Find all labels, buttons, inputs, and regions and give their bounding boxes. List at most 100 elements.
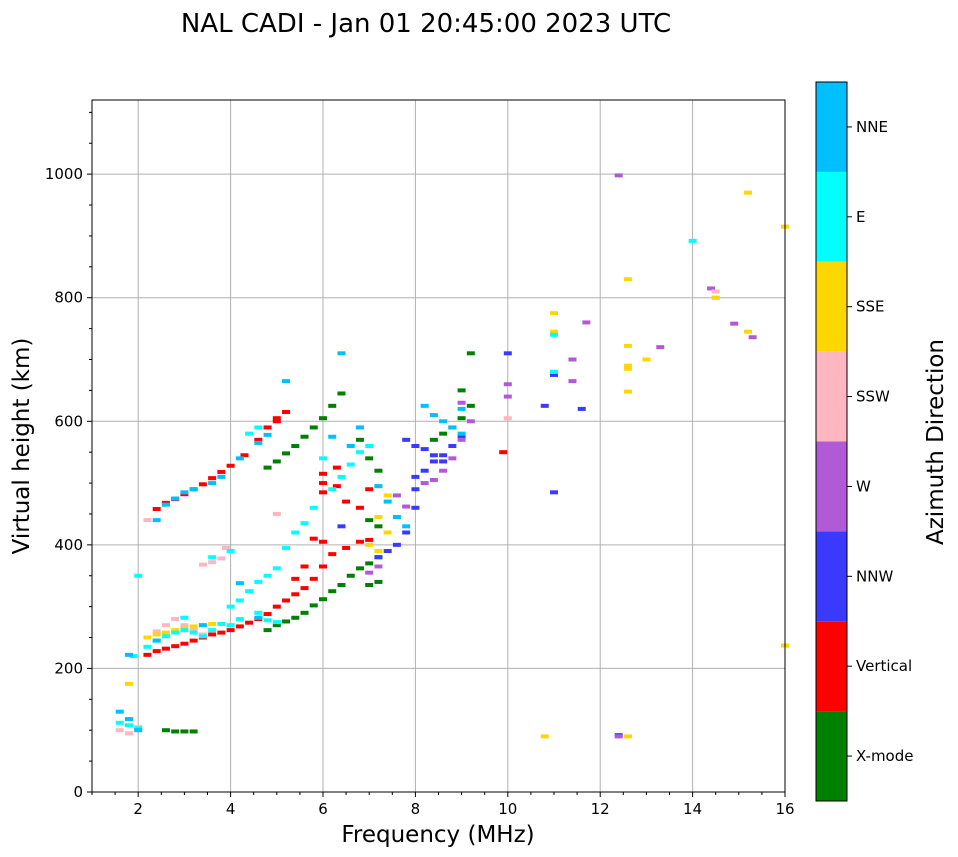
colorbar-frame [815, 81, 848, 802]
data-point-ssw [221, 545, 230, 550]
data-point-vertical [208, 632, 217, 637]
data-point-sse [161, 630, 170, 635]
data-point-vertical [171, 644, 180, 649]
data-point-w [582, 320, 591, 325]
data-point-sse [143, 635, 152, 640]
data-point-x-mode [291, 615, 300, 620]
data-point-e [272, 566, 281, 571]
data-point-nne [161, 502, 170, 507]
x-tick-label: 6 [318, 800, 328, 818]
data-point-x-mode [272, 459, 281, 464]
data-point-x-mode [365, 561, 374, 566]
data-point-e [208, 555, 217, 560]
data-point-vertical [189, 638, 198, 643]
data-point-w [568, 357, 577, 362]
data-point-ssw [143, 518, 152, 523]
data-point-e [245, 431, 254, 436]
data-point-vertical [342, 499, 351, 504]
data-point-nnw [503, 351, 512, 356]
data-point-sse [623, 366, 632, 371]
data-point-nnw [429, 459, 438, 464]
data-point-x-mode [466, 403, 475, 408]
data-point-w [439, 468, 448, 473]
data-point-nne [420, 403, 429, 408]
data-point-x-mode [180, 729, 189, 734]
data-point-e [254, 579, 263, 584]
data-point-nne [208, 481, 217, 486]
data-point-vertical [365, 537, 374, 542]
data-point-x-mode [291, 444, 300, 448]
data-point-nne [439, 419, 448, 424]
data-point-vertical [355, 539, 364, 544]
data-point-w [503, 382, 512, 387]
x-tick-label: 10 [498, 800, 517, 818]
data-point-e [282, 545, 291, 550]
data-point-ssw [171, 617, 180, 621]
data-point-sse [124, 681, 133, 686]
data-point-nne [180, 490, 189, 495]
data-point-nne [254, 615, 263, 620]
data-point-nnw [411, 505, 420, 510]
colorbar-tick-label: NNE [856, 118, 888, 136]
data-point-vertical [217, 469, 226, 474]
colorbar-tick-label: SSW [856, 388, 890, 406]
data-point-nnw [337, 524, 346, 529]
data-point-e [208, 628, 217, 633]
data-point-ssw [217, 556, 226, 561]
data-point-x-mode [319, 597, 327, 602]
data-point-x-mode [429, 437, 438, 442]
data-point-sse [623, 363, 632, 368]
colorbar-tick-label: X-mode [856, 747, 913, 765]
data-point-nnw [411, 444, 420, 448]
y-tick-label: 400 [54, 536, 83, 554]
data-point-vertical [282, 410, 291, 415]
data-point-nnw [550, 372, 558, 377]
data-point-nne [392, 515, 401, 520]
colorbar-swatch [816, 621, 847, 712]
data-point-sse [642, 357, 651, 362]
colorbar-swatch [816, 711, 847, 801]
data-point-sse [550, 311, 558, 316]
data-point-w [402, 504, 411, 509]
data-point-ssw [272, 511, 281, 516]
data-point-nne [171, 496, 180, 501]
data-point-w [365, 570, 374, 575]
data-point-sse [208, 621, 217, 626]
data-point-ssw [198, 562, 207, 567]
data-point-vertical [291, 576, 300, 581]
data-point-x-mode [374, 579, 383, 584]
data-point-nne [346, 444, 355, 448]
data-point-vertical [332, 465, 341, 470]
plot-area [92, 100, 785, 792]
y-tick-label: 200 [54, 659, 83, 677]
data-point-e [171, 630, 180, 635]
data-point-vertical [245, 620, 254, 625]
data-point-nnw [540, 403, 549, 408]
data-point-x-mode [319, 416, 327, 421]
data-point-x-mode [365, 456, 374, 461]
data-points [115, 173, 789, 739]
data-point-e [180, 615, 189, 620]
data-point-nnw [383, 549, 392, 554]
data-point-e [198, 634, 207, 639]
data-point-sse [374, 515, 383, 520]
data-point-e [688, 238, 697, 243]
data-point-w [466, 419, 475, 424]
data-point-vertical [309, 576, 318, 581]
data-point-sse [383, 493, 392, 498]
data-point-vertical [342, 545, 351, 550]
colorbar-swatch [816, 261, 847, 352]
data-point-x-mode [328, 589, 337, 594]
data-point-x-mode [263, 628, 272, 633]
data-point-x-mode [374, 468, 383, 473]
data-point-nnw [550, 490, 558, 495]
data-point-vertical [208, 476, 217, 481]
data-point-sse [744, 329, 753, 334]
data-point-e [226, 604, 235, 609]
colorbar-swatch [816, 531, 847, 622]
data-point-sse [152, 632, 161, 637]
data-point-nne [383, 499, 392, 504]
data-point-e [272, 620, 281, 625]
data-point-vertical [499, 450, 508, 455]
data-point-ssw [161, 623, 170, 628]
